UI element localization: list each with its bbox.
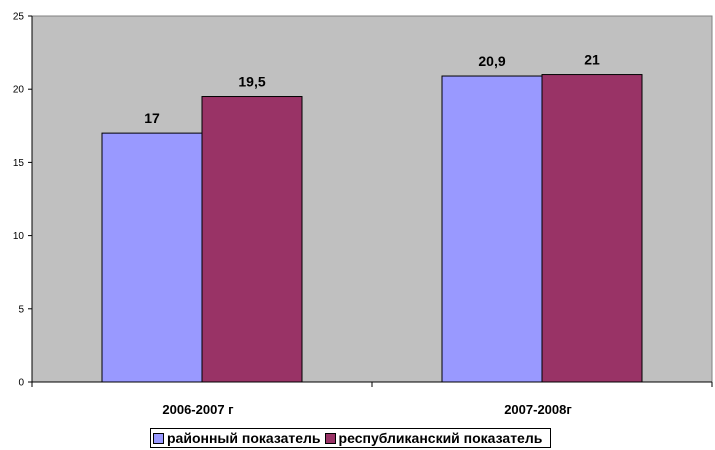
bars-group <box>101 74 643 383</box>
legend-swatch-republic <box>324 432 336 444</box>
y-tick-label: 20 <box>13 85 25 96</box>
y-axis: 0 5 10 15 20 25 <box>13 12 33 389</box>
legend: районный показатель республиканский пока… <box>150 428 552 448</box>
bar-republic-0 <box>201 96 303 383</box>
y-tick-label: 0 <box>18 378 24 389</box>
bar-district-0 <box>101 132 203 383</box>
legend-label-republic: республиканский показатель <box>338 430 543 446</box>
legend-item-district: районный показатель <box>153 430 321 446</box>
x-category-label: 2007-2008г <box>504 402 572 417</box>
data-label: 17 <box>144 110 160 126</box>
legend-item-republic: республиканский показатель <box>324 430 543 446</box>
y-tick-label: 10 <box>13 231 25 242</box>
bar-district-1 <box>441 75 543 383</box>
legend-label-district: районный показатель <box>167 430 321 446</box>
y-tick-label: 25 <box>13 12 25 23</box>
category-labels-group: 2006-2007 г 2007-2008г <box>162 402 572 417</box>
x-axis <box>31 381 713 387</box>
data-label: 20,9 <box>478 53 505 69</box>
x-category-label: 2006-2007 г <box>162 402 234 417</box>
y-tick-label: 15 <box>13 158 25 169</box>
data-label: 21 <box>584 52 600 68</box>
data-label: 19,5 <box>238 74 265 90</box>
bar-republic-1 <box>541 74 643 383</box>
data-labels-group: 17 19,5 20,9 21 <box>144 52 600 127</box>
y-tick-label: 5 <box>18 304 24 315</box>
legend-swatch-district <box>153 432 164 444</box>
